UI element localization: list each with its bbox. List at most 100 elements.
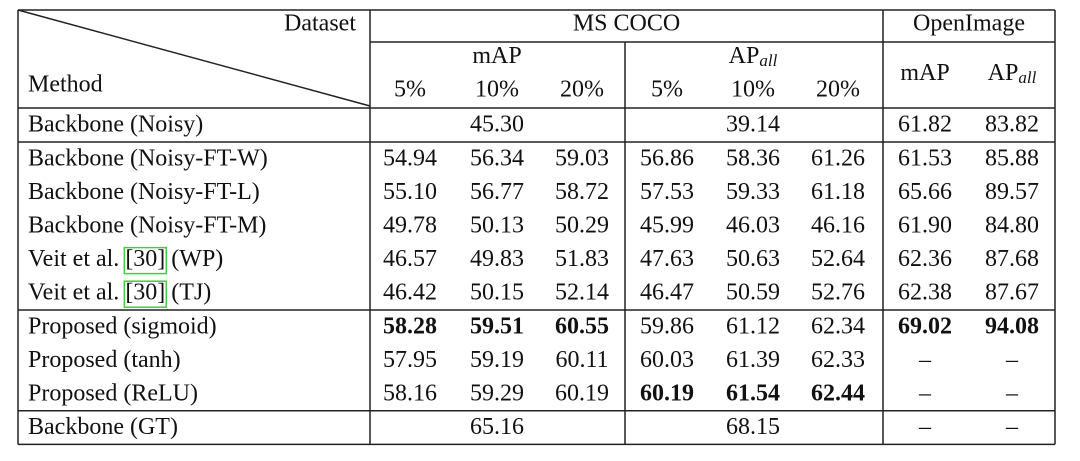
metric-name: AP xyxy=(729,43,760,69)
cell-value: 51.83 xyxy=(555,246,609,272)
level-label: 5% xyxy=(394,77,426,103)
cell-value: – xyxy=(918,381,932,407)
cell-value: 94.08 xyxy=(985,313,1039,339)
method-name: Proposed (tanh) xyxy=(28,347,181,373)
method-name: (TJ) xyxy=(171,280,211,306)
cell-value: 57.53 xyxy=(640,179,694,205)
cell-value: 54.94 xyxy=(383,145,437,171)
metric-label: APall xyxy=(988,60,1037,87)
cell-value: – xyxy=(1005,347,1019,373)
cell-value: 50.15 xyxy=(470,280,524,306)
cell-value: 83.82 xyxy=(985,111,1039,137)
cell-value: 58.16 xyxy=(383,381,437,407)
metric-label: APall xyxy=(729,43,778,70)
cell-value: 60.11 xyxy=(555,347,608,373)
cell-value: 59.86 xyxy=(640,313,694,339)
cell-value: 62.38 xyxy=(898,280,952,306)
cell-value: 60.19 xyxy=(555,381,609,407)
cell-value: 89.57 xyxy=(985,179,1039,205)
group-label: OpenImage xyxy=(913,11,1025,37)
cell-value: 52.64 xyxy=(811,246,865,272)
metric-subscript: all xyxy=(1018,68,1036,87)
cell-value: 68.15 xyxy=(726,414,780,440)
cell-value: 50.29 xyxy=(555,213,609,239)
cell-value: 49.78 xyxy=(383,213,437,239)
method-name: Backbone (Noisy-FT-L) xyxy=(28,179,260,205)
cell-value: 62.34 xyxy=(811,313,865,339)
metric-name: mAP xyxy=(472,43,521,69)
cell-value: 61.18 xyxy=(811,179,865,205)
cell-value: – xyxy=(918,414,932,440)
cell-value: 61.90 xyxy=(898,213,952,239)
cell-value: 49.83 xyxy=(470,246,524,272)
cell-value: 50.59 xyxy=(726,280,780,306)
level-label: 10% xyxy=(475,77,519,103)
cell-value: 59.03 xyxy=(555,145,609,171)
cell-value: 58.36 xyxy=(726,145,780,171)
cell-value: 52.76 xyxy=(811,280,865,306)
cell-value: 46.42 xyxy=(383,280,437,306)
cell-value: 62.36 xyxy=(898,246,952,272)
cell-value: 58.28 xyxy=(383,313,437,339)
cell-value: 61.39 xyxy=(726,347,780,373)
citation: [30] xyxy=(125,280,165,306)
cell-value: 87.67 xyxy=(985,280,1039,306)
citation-box xyxy=(123,246,168,275)
cell-value: 61.82 xyxy=(898,111,952,137)
method-name: Backbone (Noisy) xyxy=(28,111,203,137)
metric-name: mAP xyxy=(900,60,949,86)
cell-value: 59.19 xyxy=(470,347,524,373)
cell-value: 56.86 xyxy=(640,145,694,171)
cell-value: 56.77 xyxy=(470,179,524,205)
level-label: 20% xyxy=(560,77,604,103)
cell-value: 46.47 xyxy=(640,280,694,306)
cell-value: 60.55 xyxy=(555,313,609,339)
cell-value: 65.66 xyxy=(898,179,952,205)
metric-subscript: all xyxy=(759,51,777,70)
citation-box xyxy=(123,280,168,308)
level-label: 5% xyxy=(651,77,683,103)
cell-value: 85.88 xyxy=(985,145,1039,171)
method-name: Veit et al. xyxy=(28,280,119,306)
cell-value: 69.02 xyxy=(898,313,952,339)
method-name: Backbone (GT) xyxy=(28,414,178,440)
cell-value: 52.14 xyxy=(555,280,609,306)
cell-value: 62.33 xyxy=(811,347,865,373)
cell-value: 46.03 xyxy=(726,213,780,239)
method-name: (WP) xyxy=(171,246,223,272)
corner-diagonal xyxy=(17,9,371,107)
cell-value: 58.72 xyxy=(555,179,609,205)
cell-value: 62.44 xyxy=(811,381,865,407)
level-label: 20% xyxy=(816,77,860,103)
method-name: Veit et al. xyxy=(28,246,119,272)
cell-value: 84.80 xyxy=(985,213,1039,239)
cell-value: 45.99 xyxy=(640,213,694,239)
cell-value: 61.53 xyxy=(898,145,952,171)
metric-name: AP xyxy=(988,60,1019,86)
cell-value: 57.95 xyxy=(383,347,437,373)
cell-value: 87.68 xyxy=(985,246,1039,272)
cell-value: 61.26 xyxy=(811,145,865,171)
group-label: MS COCO xyxy=(573,11,680,37)
cell-value: 50.13 xyxy=(470,213,524,239)
citation: [30] xyxy=(125,246,165,272)
method-name: Backbone (Noisy-FT-W) xyxy=(28,145,268,171)
cell-value: 56.34 xyxy=(470,145,524,171)
method-name: Proposed (sigmoid) xyxy=(28,313,217,339)
cell-value: 50.63 xyxy=(726,246,780,272)
cell-value: 46.57 xyxy=(383,246,437,272)
cell-value: 59.51 xyxy=(470,313,524,339)
cell-value: 45.30 xyxy=(470,111,524,137)
cell-value: – xyxy=(1005,381,1019,407)
cell-value: 61.54 xyxy=(726,381,780,407)
cell-value: – xyxy=(1005,414,1019,440)
metric-label: mAP xyxy=(472,43,521,69)
cell-value: 39.14 xyxy=(726,111,780,137)
cell-value: 61.12 xyxy=(726,313,780,339)
method-label: Method xyxy=(28,72,103,98)
method-name: Backbone (Noisy-FT-M) xyxy=(28,213,266,239)
cell-value: 60.03 xyxy=(640,347,694,373)
cell-value: 65.16 xyxy=(470,414,524,440)
